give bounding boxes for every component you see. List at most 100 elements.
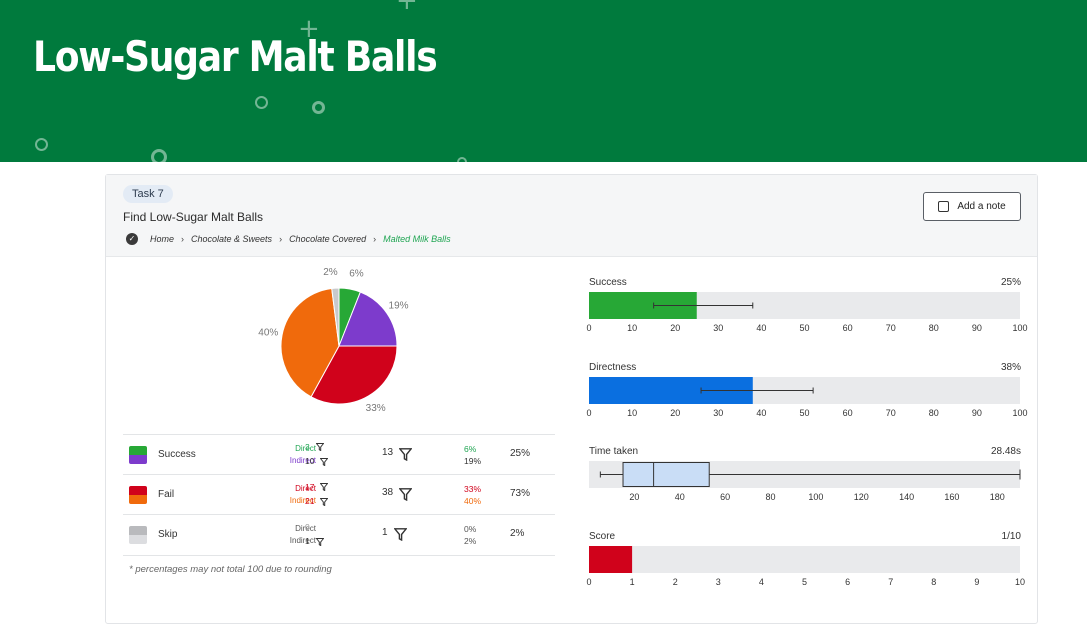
filter-icon[interactable]	[320, 483, 328, 491]
tick-label: 10	[627, 408, 637, 418]
footnote: * percentages may not total 100 due to r…	[129, 564, 332, 575]
indirect-label: Indirect	[289, 536, 316, 545]
tick-label: 60	[843, 408, 853, 418]
pie-slice	[280, 287, 340, 398]
direct-pct: 33%	[464, 484, 482, 494]
pie-slice-label: 33%	[366, 403, 386, 414]
tick-label: 20	[670, 323, 680, 333]
page-title: Low-Sugar Malt Balls	[33, 32, 438, 81]
tick-label: 30	[713, 408, 723, 418]
tick-label: 40	[756, 408, 766, 418]
total-count: 13	[382, 447, 394, 458]
tick-label: 100	[1012, 408, 1027, 418]
direct-label: Direct	[295, 444, 316, 453]
direct-label: Direct	[295, 524, 316, 533]
header-banner: + + Low-Sugar Malt Balls	[0, 0, 1087, 162]
bar-fill	[589, 546, 633, 573]
tick-label: 70	[886, 408, 896, 418]
row-label: Success	[158, 449, 196, 460]
metric-value: 38%	[1000, 362, 1021, 373]
tick-label: 70	[886, 323, 896, 333]
filter-icon[interactable]	[394, 528, 407, 541]
breadcrumb-item: Chocolate Covered	[289, 234, 367, 244]
pie-slice-label: 19%	[389, 301, 409, 312]
total-pct: 73%	[510, 488, 531, 499]
tick-label: 100	[1012, 323, 1027, 333]
filter-icon[interactable]	[320, 498, 328, 506]
success-bar-chart: 0 10 20 30 40 50 60 70 80 90 100	[586, 292, 1028, 333]
skip-swatch	[129, 526, 147, 544]
row-label: Fail	[158, 489, 175, 500]
pie-chart: 6% 19% 33% 40% 2%	[258, 267, 409, 414]
total-count: 38	[382, 487, 394, 498]
plus-decoration-icon: +	[396, 0, 418, 16]
note-icon	[938, 201, 950, 212]
indirect-label: Indirect	[289, 496, 316, 505]
metric-title: Success	[589, 277, 627, 288]
circle-decoration	[457, 157, 467, 162]
pie-slice-label: 40%	[258, 328, 278, 339]
score-bar-chart: 0 1 2 3 4 5 6 7 8 9 10	[586, 546, 1025, 587]
direct-count: 0	[305, 522, 310, 532]
tick-label: 20	[629, 492, 639, 502]
metric-title: Score	[589, 531, 616, 542]
total-pct: 25%	[510, 448, 531, 459]
filter-icon[interactable]	[399, 448, 412, 461]
fail-swatch	[129, 486, 147, 504]
pie-slice	[310, 345, 398, 405]
tick-label: 7	[888, 577, 893, 587]
add-note-button[interactable]: Add a note	[923, 192, 1021, 221]
indirect-pct: 19%	[464, 456, 482, 466]
tick-label: 6	[845, 577, 850, 587]
metric-title: Directness	[589, 362, 637, 373]
breadcrumb-item: Chocolate & Sweets	[191, 234, 273, 244]
indirect-count: 1	[305, 536, 310, 546]
filter-icon[interactable]	[320, 458, 328, 466]
tick-label: 60	[720, 492, 730, 502]
add-note-label: Add a note	[957, 201, 1006, 212]
pie-slice	[331, 287, 340, 347]
tick-label: 30	[713, 323, 723, 333]
filter-icon[interactable]	[399, 488, 412, 501]
direct-count: 3	[305, 442, 310, 452]
tick-label: 8	[931, 577, 936, 587]
tick-label: 160	[944, 492, 959, 502]
tick-label: 0	[586, 577, 591, 587]
total-pct: 2%	[510, 528, 525, 539]
tick-label: 120	[854, 492, 869, 502]
breadcrumb: ✓ Home › Chocolate & Sweets › Chocolate …	[126, 233, 451, 245]
pie-slice-label: 2%	[323, 267, 338, 278]
tick-label: 90	[972, 408, 982, 418]
circle-decoration	[312, 101, 325, 114]
tick-label: 40	[756, 323, 766, 333]
tick-label: 4	[759, 577, 764, 587]
indirect-count: 21	[305, 496, 315, 506]
indirect-label: Indirect	[289, 456, 316, 465]
filter-icon[interactable]	[316, 538, 324, 546]
directness-bar-chart: 0 10 20 30 40 50 60 70 80 90 100	[586, 377, 1028, 418]
indirect-count: 10	[305, 456, 315, 466]
bar-track	[589, 546, 1020, 573]
time-boxplot-chart: 20 40 60 80 100 120 140 160 180	[589, 461, 1021, 502]
metric-title: Time taken	[589, 446, 639, 457]
filter-icon[interactable]	[316, 443, 324, 451]
tick-label: 10	[1015, 577, 1025, 587]
chevron-right-icon: ›	[373, 234, 377, 244]
check-circle-icon: ✓	[126, 233, 138, 245]
total-count: 1	[382, 527, 388, 538]
divider	[123, 555, 555, 556]
table-row-fail: Fail Direct Indirect 17 21 38 33% 40% 73…	[123, 474, 555, 514]
tick-label: 0	[586, 323, 591, 333]
direct-pct: 6%	[464, 444, 477, 454]
tick-label: 20	[670, 408, 680, 418]
direct-pct: 0%	[464, 524, 477, 534]
tick-label: 80	[929, 323, 939, 333]
tick-label: 10	[627, 323, 637, 333]
tick-label: 90	[972, 323, 982, 333]
direct-label: Direct	[295, 484, 316, 493]
metric-value: 1/10	[1001, 531, 1021, 542]
breadcrumb-item-current: Malted Milk Balls	[383, 234, 451, 244]
pie-slice	[338, 291, 398, 347]
indirect-pct: 2%	[464, 536, 477, 546]
circle-decoration	[255, 96, 268, 109]
